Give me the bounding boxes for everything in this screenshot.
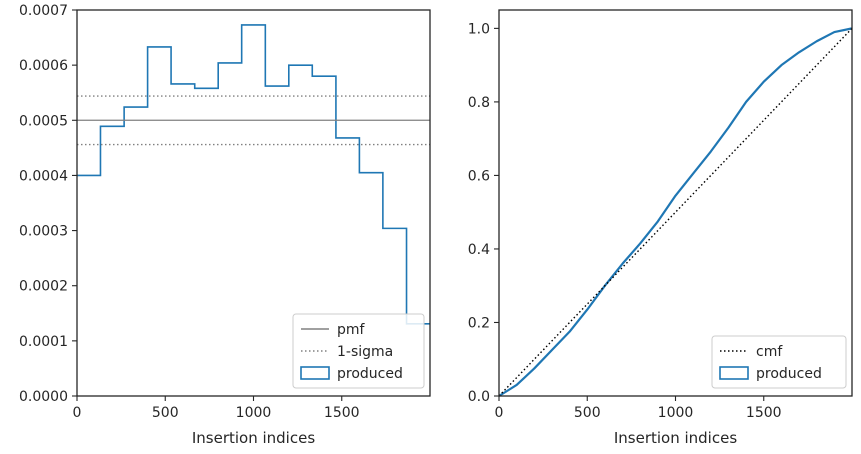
- legend-label-produced: produced: [337, 366, 403, 382]
- x-tick-label: 1500: [324, 405, 360, 421]
- y-tick-label: 0.0000: [19, 389, 68, 405]
- y-tick-label: 0.6: [468, 168, 490, 184]
- y-tick-label: 0.0007: [19, 3, 68, 19]
- legend: cmf produced: [711, 335, 847, 389]
- y-tick-label: 0.0004: [19, 168, 68, 184]
- y-tick-label: 1.0: [468, 21, 490, 37]
- y-tick-label: 0.0006: [19, 58, 68, 74]
- legend-label-produced: produced: [756, 366, 822, 382]
- x-tick-label: 500: [152, 405, 179, 421]
- produced-histogram-line: [77, 24, 430, 325]
- x-axis-label: Insertion indices: [614, 429, 737, 447]
- y-tick-label: 0.2: [468, 315, 490, 331]
- legend-box: [711, 335, 847, 389]
- x-axis-label: Insertion indices: [192, 429, 315, 447]
- x-tick-label: 1000: [236, 405, 272, 421]
- legend-label-1-sigma: 1-sigma: [337, 344, 393, 360]
- legend-handle-produced: [719, 366, 749, 380]
- y-tick-label: 0.0: [468, 389, 490, 405]
- cmf-line: [498, 27, 853, 397]
- x-tick-label: 500: [574, 405, 601, 421]
- produced-cumulative-line: [498, 27, 853, 397]
- y-tick-label: 0.0002: [19, 279, 68, 295]
- x-tick-label: 1000: [658, 405, 694, 421]
- x-tick-label: 1500: [746, 405, 782, 421]
- legend-box: [292, 313, 425, 389]
- right-chart-panel: 0 500 1000 1500 0.0 0.2 0.4 0.6 0.8 1.0 Insertion …: [468, 9, 853, 447]
- y-tick-label: 0.0001: [19, 334, 68, 350]
- legend: pmf 1-sigma produced: [292, 313, 425, 389]
- legend-label-pmf: pmf: [337, 322, 366, 338]
- y-tick-label: 0.0005: [19, 113, 68, 129]
- y-tick-label: 0.8: [468, 95, 490, 111]
- legend-handle-produced: [300, 366, 330, 380]
- x-tick-label: 0: [495, 405, 504, 421]
- left-chart-panel: 0 500 1000 1500 0.0000 0.0001 0.0002 0.0003 0.00…: [19, 3, 431, 447]
- y-tick-label: 0.0003: [19, 224, 68, 240]
- x-tick-label: 0: [73, 405, 82, 421]
- y-tick-label: 0.4: [468, 242, 490, 258]
- legend-label-cmf: cmf: [756, 344, 783, 360]
